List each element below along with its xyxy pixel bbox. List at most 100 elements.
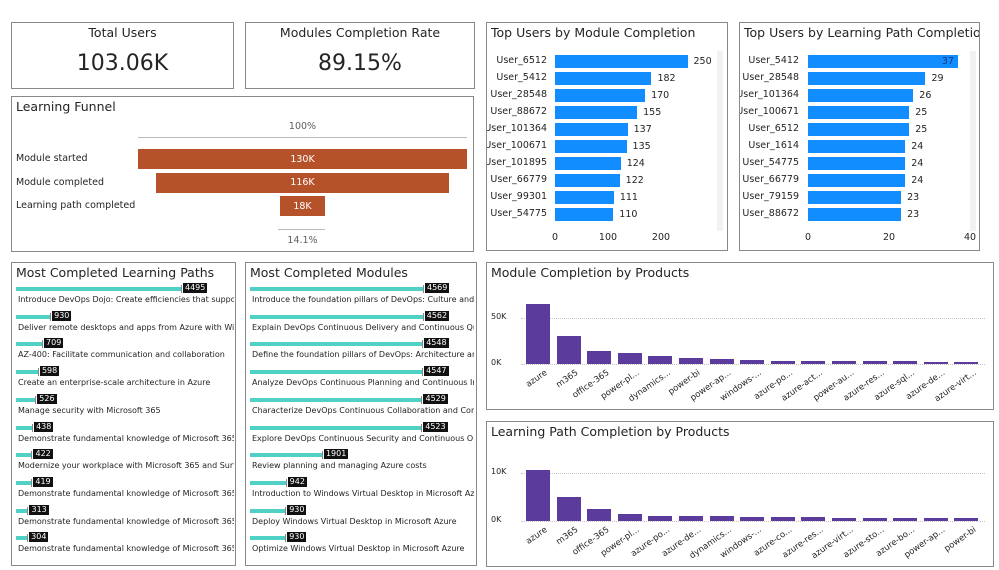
list-item-label[interactable]: Modernize your workplace with Microsoft … [18,461,234,471]
bar[interactable] [808,191,902,204]
learning-funnel-panel[interactable]: Learning Funnel 100% 14.1% Module starte… [11,96,474,252]
column-bar[interactable] [679,516,703,521]
list-item-label[interactable]: Review planning and managing Azure costs [252,461,427,471]
column-bar[interactable] [954,361,979,364]
list-item-label[interactable]: Introduction to Windows Virtual Desktop … [252,488,474,498]
bar[interactable] [555,55,688,68]
scrollbar[interactable] [970,51,976,231]
list-bar[interactable] [250,534,287,543]
list-item-label[interactable]: AZ-400: Facilitate communication and col… [18,350,225,360]
column-bar[interactable] [526,470,550,521]
column-bar[interactable] [770,517,795,521]
list-item-label[interactable]: Explain DevOps Continuous Delivery and C… [252,322,474,332]
column-bar[interactable] [801,361,826,364]
list-item-label[interactable]: Demonstrate fundamental knowledge of Mic… [18,488,234,498]
bar[interactable] [555,191,614,204]
scrollbar[interactable] [717,51,723,231]
list-bar[interactable] [250,340,424,349]
list-bar[interactable] [250,368,424,377]
list-bar[interactable] [250,285,424,293]
column-bar[interactable] [556,336,581,364]
module-completion-by-products-chart[interactable]: Module Completion by Products 0K 50K azure… [486,262,994,410]
list-item-label[interactable]: Analyze DevOps Continuous Planning and C… [252,378,474,388]
column-bar[interactable] [893,361,918,364]
bar[interactable] [808,208,902,221]
bar[interactable] [808,140,906,153]
list-bar[interactable] [16,285,182,293]
column-bar[interactable] [648,356,673,364]
top-users-learning-path-chart[interactable]: Top Users by Learning Path Completion Us… [739,22,980,251]
column-bar[interactable] [556,497,581,521]
list-bar[interactable] [16,312,52,321]
column-bar[interactable] [740,359,765,364]
list-bar[interactable] [250,423,423,432]
bar[interactable] [555,157,621,170]
column-bar[interactable] [862,517,887,521]
list-bar[interactable] [250,312,424,321]
list-item-label[interactable]: Optimize Windows Virtual Desktop in Micr… [252,544,465,554]
column-bar[interactable] [587,509,612,521]
top-users-module-chart[interactable]: Top Users by Module Completion User_6512… [486,22,728,251]
list-bar[interactable] [250,395,423,404]
list-item-label[interactable]: Introduce the foundation pillars of DevO… [252,295,474,304]
bar[interactable] [555,140,627,153]
list-bar[interactable] [16,340,44,349]
bar[interactable] [555,123,628,136]
funnel-bar[interactable]: 116K [155,172,450,193]
list-item-label[interactable]: Explore DevOps Continuous Security and C… [252,433,474,443]
funnel-bar[interactable]: 130K [138,149,467,169]
column-bar[interactable] [526,304,550,364]
bar[interactable] [555,174,620,187]
column-bar[interactable] [923,517,948,521]
kpi-modules-completion-rate[interactable]: Modules Completion Rate 89.15% [245,22,475,89]
bar[interactable] [555,208,614,221]
list-bar[interactable] [16,451,34,460]
list-bar[interactable] [16,423,34,432]
column-bar[interactable] [617,352,642,364]
bar[interactable] [808,157,906,170]
list-bar[interactable] [16,478,33,487]
column-bar[interactable] [862,361,887,364]
list-item-label[interactable]: Demonstrate fundamental knowledge of Mic… [18,544,234,554]
bar[interactable] [555,72,652,85]
bar[interactable] [555,106,638,119]
most-completed-modules-panel[interactable]: Most Completed Modules 4569 Introduce the… [245,262,477,566]
column-bar[interactable] [740,516,765,521]
list-bar[interactable] [16,395,37,404]
kpi-total-users[interactable]: Total Users 103.06K [11,22,234,89]
list-item-label[interactable]: Deliver remote desktops and apps from Az… [18,322,234,332]
list-bar[interactable] [250,506,287,515]
column-bar[interactable] [954,518,979,521]
list-bar[interactable] [16,368,39,377]
column-bar[interactable] [893,517,918,521]
column-bar[interactable] [679,358,703,364]
funnel-bar[interactable]: 18K [279,196,326,216]
column-bar[interactable] [770,360,795,364]
list-item-label[interactable]: Characterize DevOps Continuous Collabora… [252,405,474,415]
column-bar[interactable] [587,351,612,364]
bar[interactable] [808,123,910,136]
list-bar[interactable] [250,478,287,487]
column-bar[interactable] [709,516,734,521]
bar[interactable] [555,89,646,102]
list-item-label[interactable]: Demonstrate fundamental knowledge of Mic… [18,433,234,443]
list-item-label[interactable]: Introduce DevOps Dojo: Create efficienci… [18,295,234,304]
list-item-label[interactable]: Deploy Windows Virtual Desktop in Micros… [252,516,457,526]
column-bar[interactable] [832,517,856,521]
list-item-label[interactable]: Demonstrate fundamental knowledge of Mic… [18,516,234,526]
column-bar[interactable] [801,517,826,521]
list-bar[interactable] [250,451,323,460]
bar[interactable] [808,72,926,85]
column-bar[interactable] [617,513,642,521]
bar[interactable] [808,174,906,187]
column-bar[interactable] [648,515,673,521]
column-bar[interactable] [923,361,948,364]
column-bar[interactable] [832,361,856,364]
list-bar[interactable] [16,506,30,515]
list-item-label[interactable]: Manage security with Microsoft 365 [18,405,161,415]
most-completed-learning-paths-panel[interactable]: Most Completed Learning Paths 4495 Introd… [11,262,236,566]
column-bar[interactable] [709,359,734,364]
list-item-label[interactable]: Create an enterprise-scale architecture … [18,378,211,388]
learning-path-completion-by-products-chart[interactable]: Learning Path Completion by Products 0K 1… [486,421,994,567]
list-item-label[interactable]: Define the foundation pillars of DevOps:… [252,350,474,360]
